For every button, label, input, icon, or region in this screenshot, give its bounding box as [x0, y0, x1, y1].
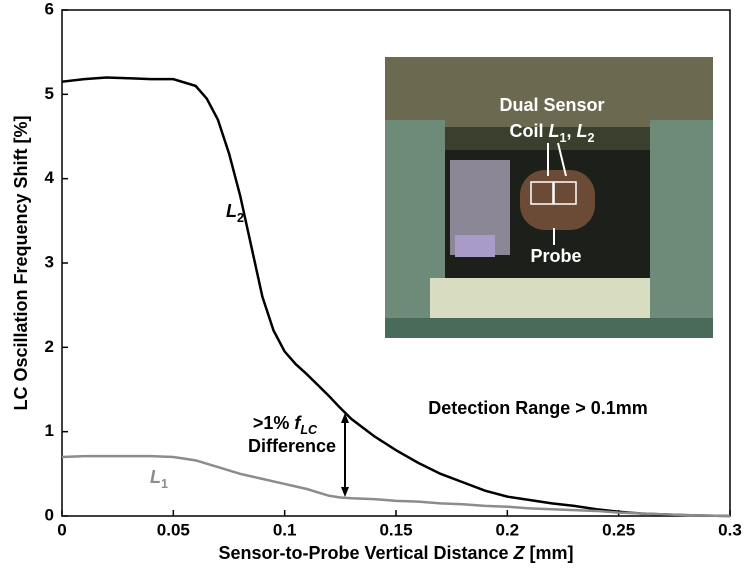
text-part: 2	[237, 211, 244, 225]
y-tick-label: 2	[45, 337, 54, 356]
y-axis-label: LC Oscillation Frequency Shift [%]	[11, 115, 31, 410]
text-part: Probe	[530, 246, 581, 266]
series-line	[61, 454, 731, 518]
difference-arrow	[341, 413, 349, 497]
text-part: L	[226, 201, 237, 221]
text-part: LC	[300, 423, 318, 437]
text-part: >1%	[253, 413, 295, 433]
text-part: Coil	[509, 121, 548, 141]
x-tick-label: 0.2	[496, 520, 520, 539]
text-part: 1	[559, 131, 566, 145]
x-axis-label: Sensor-to-Probe Vertical Distance Z [mm]	[218, 543, 573, 563]
series-label: L1	[150, 467, 168, 492]
x-tick-label: 0	[57, 520, 66, 539]
x-tick-label: 0.15	[379, 520, 412, 539]
inset-label: Dual Sensor	[499, 95, 604, 115]
y-tick-label: 4	[45, 168, 55, 187]
text-part: 2	[588, 131, 595, 145]
text-part: Z	[513, 543, 526, 563]
inset-photo	[385, 57, 713, 338]
x-tick-label: 0.3	[718, 520, 742, 539]
series-label: L2	[226, 201, 244, 226]
text-part: [mm]	[525, 543, 574, 563]
y-tick-label: 3	[45, 252, 54, 271]
series-line	[61, 76, 731, 518]
text-part: 1	[161, 477, 168, 491]
text-part: L	[577, 121, 588, 141]
annotation: Detection Range > 0.1mm	[428, 398, 648, 418]
y-tick-label: 5	[45, 84, 54, 103]
text-part: L	[150, 467, 161, 487]
x-tick-label: 0.05	[157, 520, 190, 539]
y-tick-label: 6	[45, 0, 54, 18]
x-tick-label: 0.1	[273, 520, 297, 539]
y-tick-label: 0	[45, 505, 54, 524]
text-part: Sensor-to-Probe Vertical Distance	[218, 543, 513, 563]
text-part: Difference	[248, 436, 336, 456]
y-tick-label: 1	[45, 421, 54, 440]
text-part: Detection Range > 0.1mm	[428, 398, 648, 418]
inset-label: Probe	[530, 246, 581, 266]
text-part: Dual Sensor	[499, 95, 604, 115]
text-part: ,	[566, 121, 576, 141]
text-part: L	[548, 121, 559, 141]
x-tick-label: 0.25	[602, 520, 635, 539]
inset-label: Coil L1, L2	[509, 121, 594, 146]
annotation: >1% fLC	[253, 413, 318, 438]
text-part: f	[294, 413, 302, 433]
annotation: Difference	[248, 436, 336, 456]
